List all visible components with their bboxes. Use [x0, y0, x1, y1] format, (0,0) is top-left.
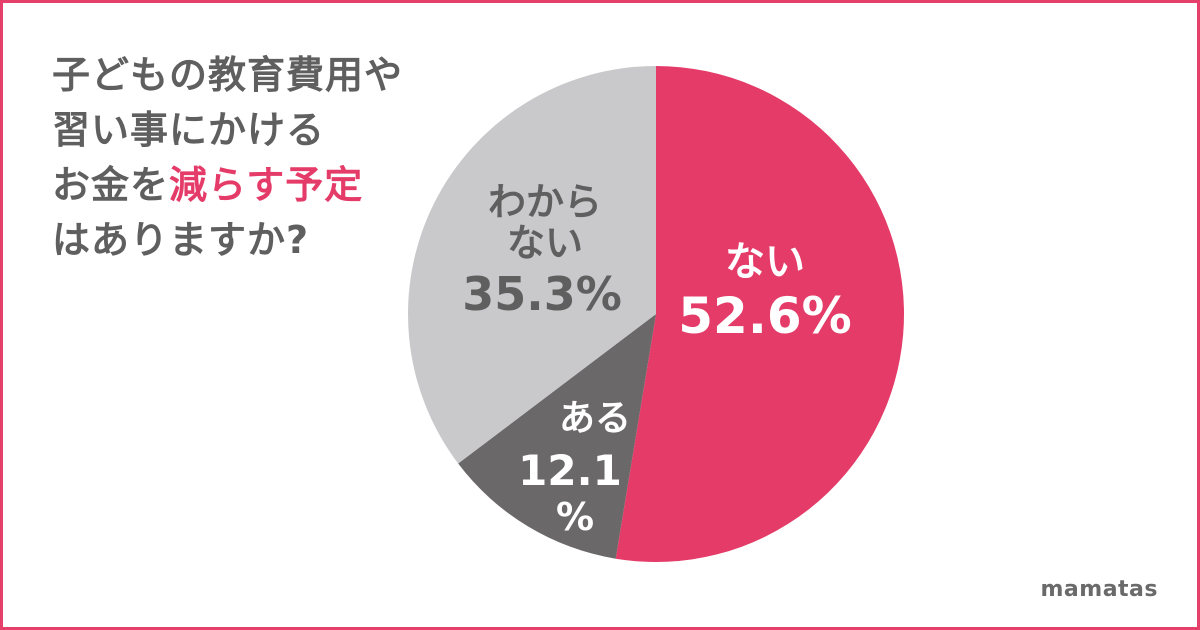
question-highlight: 減らす予定: [169, 163, 364, 207]
question-line-1: 子どもの教育費用や: [52, 53, 404, 97]
brand-logo: mamatas: [1040, 577, 1158, 602]
question-line-4: はありますか?: [52, 218, 310, 262]
question-line-2: 習い事にかける: [52, 108, 326, 152]
pie-slice-3: [408, 66, 656, 464]
question-line-3-text: お金を: [52, 163, 170, 207]
pie-slice-1: [615, 66, 904, 562]
slice-label-1-0: ない: [725, 239, 805, 285]
slice-value-2-2: %: [556, 495, 594, 539]
pie-slice-2: [458, 314, 656, 559]
question-title: 子どもの教育費用や 習い事にかける お金を減らす予定 はありますか?: [52, 48, 403, 268]
slice-label-3-1: ない: [507, 221, 583, 265]
slice-value-1-1: 52.6%: [678, 287, 851, 345]
slice-label-2-0: ある: [559, 398, 631, 439]
slice-label-3-0: わから: [488, 180, 602, 224]
slice-value-2-1: 12.1: [518, 446, 622, 495]
question-line-3: お金を減らす予定: [52, 158, 403, 213]
slice-value-3-2: 35.3%: [462, 267, 622, 321]
